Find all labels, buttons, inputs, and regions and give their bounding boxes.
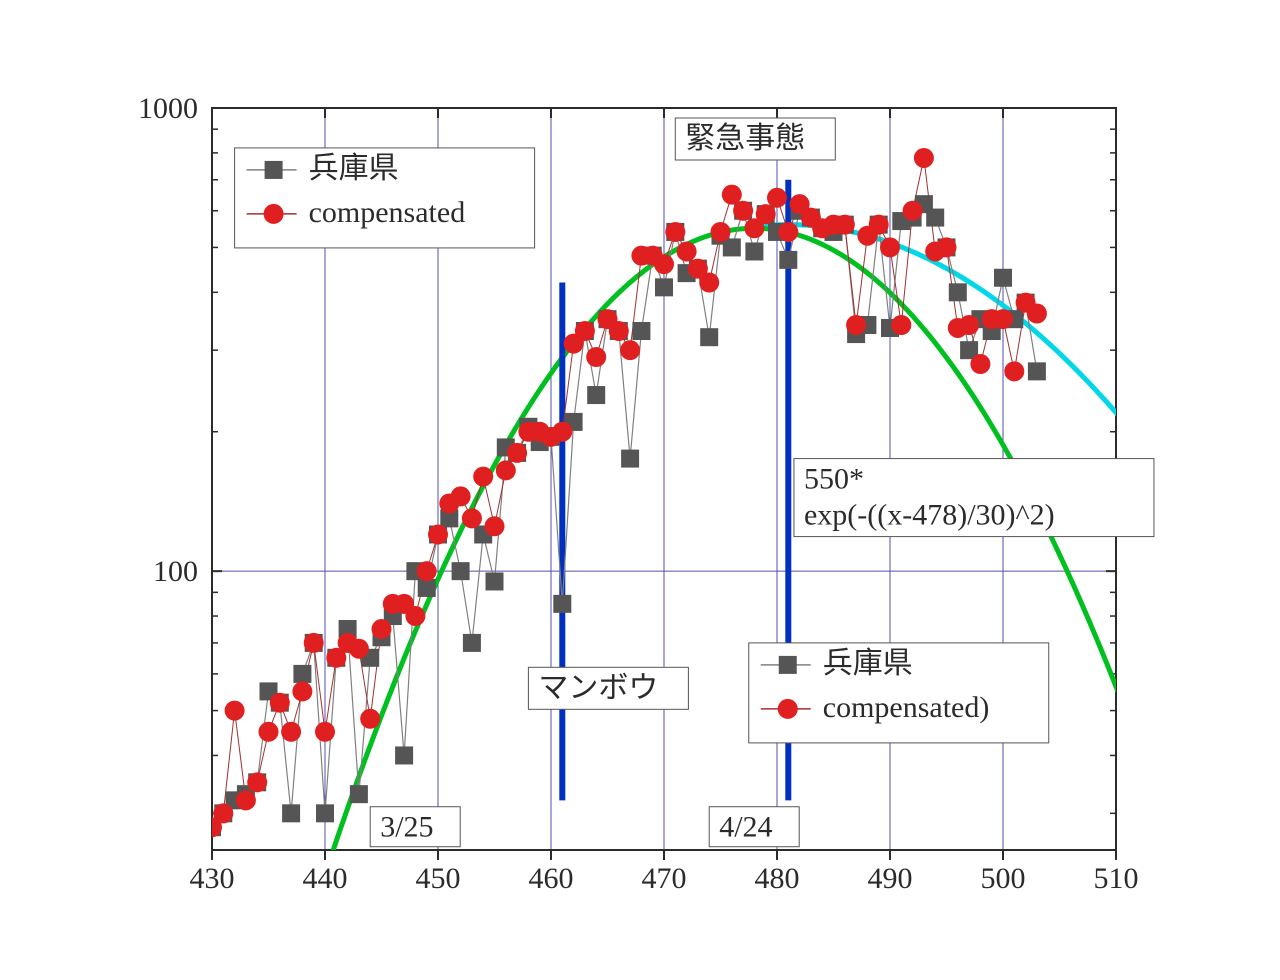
compensated-point xyxy=(586,347,606,367)
compensated-point xyxy=(213,803,233,823)
hyogo-point xyxy=(282,804,300,822)
compensated-point xyxy=(903,201,923,221)
hyogo-point xyxy=(418,579,436,597)
compensated-point xyxy=(880,237,900,257)
compensated-point xyxy=(372,619,392,639)
legend-bottom-item: compensated) xyxy=(823,691,990,724)
compensated-point xyxy=(236,790,256,810)
hyogo-point xyxy=(395,746,413,764)
hyogo-point xyxy=(926,209,944,227)
manbou-label-text: マンボウ xyxy=(538,671,658,704)
compensated-point xyxy=(315,722,335,742)
x-tick-label: 510 xyxy=(1094,862,1139,895)
compensated-point xyxy=(485,516,505,536)
compensated-point xyxy=(654,254,674,274)
compensated-point xyxy=(552,422,572,442)
compensated-point xyxy=(462,508,482,528)
hyogo-point xyxy=(293,665,311,683)
date2-label-text: 4/24 xyxy=(719,811,772,844)
compensated-point xyxy=(428,524,448,544)
emergency-label-text: 緊急事態 xyxy=(685,122,805,155)
hyogo-point xyxy=(723,238,741,256)
hyogo-point xyxy=(316,804,334,822)
compensated-point xyxy=(360,709,380,729)
hyogo-point xyxy=(350,785,368,803)
compensated-point xyxy=(699,272,719,292)
x-tick-label: 440 xyxy=(303,862,348,895)
hyogo-point xyxy=(463,634,481,652)
compensated-point xyxy=(247,772,267,792)
hyogo-point xyxy=(632,322,650,340)
compensated-point xyxy=(835,215,855,235)
compensated-point xyxy=(292,681,312,701)
compensated-point xyxy=(609,321,629,341)
x-tick-label: 460 xyxy=(529,862,574,895)
compensated-point xyxy=(869,215,889,235)
x-tick-label: 450 xyxy=(416,862,461,895)
compensated-point xyxy=(281,722,301,742)
compensated-point xyxy=(507,443,527,463)
hyogo-point xyxy=(452,562,470,580)
compensated-point xyxy=(937,237,957,257)
y-tick-label: 1000 xyxy=(138,92,198,125)
compensated-point xyxy=(665,222,685,242)
hyogo-point xyxy=(745,242,763,260)
formula-label-text: exp(-((x-478)/30)^2) xyxy=(804,499,1055,532)
date1-label-text: 3/25 xyxy=(380,811,433,844)
compensated-point xyxy=(722,185,742,205)
hyogo-point xyxy=(949,283,967,301)
compensated-point xyxy=(711,222,731,242)
hyogo-point xyxy=(700,328,718,346)
hyogo-point xyxy=(553,595,571,613)
hyogo-point xyxy=(655,278,673,296)
compensated-point xyxy=(270,693,290,713)
compensated-point xyxy=(733,201,753,221)
hyogo-point xyxy=(621,450,639,468)
compensated-point xyxy=(993,309,1013,329)
compensated-point xyxy=(451,486,471,506)
hyogo-point xyxy=(994,269,1012,287)
compensated-point xyxy=(846,315,866,335)
compensated-point xyxy=(225,701,245,721)
x-tick-label: 500 xyxy=(981,862,1026,895)
compensated-point xyxy=(405,606,425,626)
compensated-point xyxy=(417,561,437,581)
compensated-point xyxy=(473,467,493,487)
compensated-point xyxy=(1004,361,1024,381)
x-tick-label: 480 xyxy=(755,862,800,895)
chart-container: 430 440 450 460 470 480 490 500 510 100 1000 緊急事態マン… xyxy=(0,0,1280,980)
compensated-point xyxy=(349,639,369,659)
hyogo-point xyxy=(587,386,605,404)
hyogo-point xyxy=(779,251,797,269)
compensated-point xyxy=(259,722,279,742)
compensated-point xyxy=(767,188,787,208)
legend-top-item: 兵庫県 xyxy=(309,152,399,185)
hyogo-point xyxy=(1028,362,1046,380)
compensated-point xyxy=(620,340,640,360)
compensated-point xyxy=(756,204,776,224)
compensated-point xyxy=(677,241,697,261)
compensated-point xyxy=(914,148,934,168)
legend-bottom-item: 兵庫県 xyxy=(823,647,913,680)
compensated-point xyxy=(496,460,516,480)
compensated-point xyxy=(959,315,979,335)
x-tick-label: 470 xyxy=(642,862,687,895)
x-tick-label: 430 xyxy=(190,862,235,895)
compensated-point xyxy=(970,354,990,374)
compensated-point xyxy=(575,321,595,341)
chart-svg: 430 440 450 460 470 480 490 500 510 100 1000 緊急事態マン… xyxy=(0,0,1280,980)
hyogo-point xyxy=(486,572,504,590)
compensated-point xyxy=(891,315,911,335)
formula-label-text: 550* xyxy=(804,463,864,496)
compensated-point xyxy=(304,633,324,653)
x-tick-label: 490 xyxy=(868,862,913,895)
legend-top-item: compensated xyxy=(309,196,466,229)
y-tick-label: 100 xyxy=(153,555,198,588)
compensated-point xyxy=(1027,304,1047,324)
compensated-point xyxy=(778,222,798,242)
